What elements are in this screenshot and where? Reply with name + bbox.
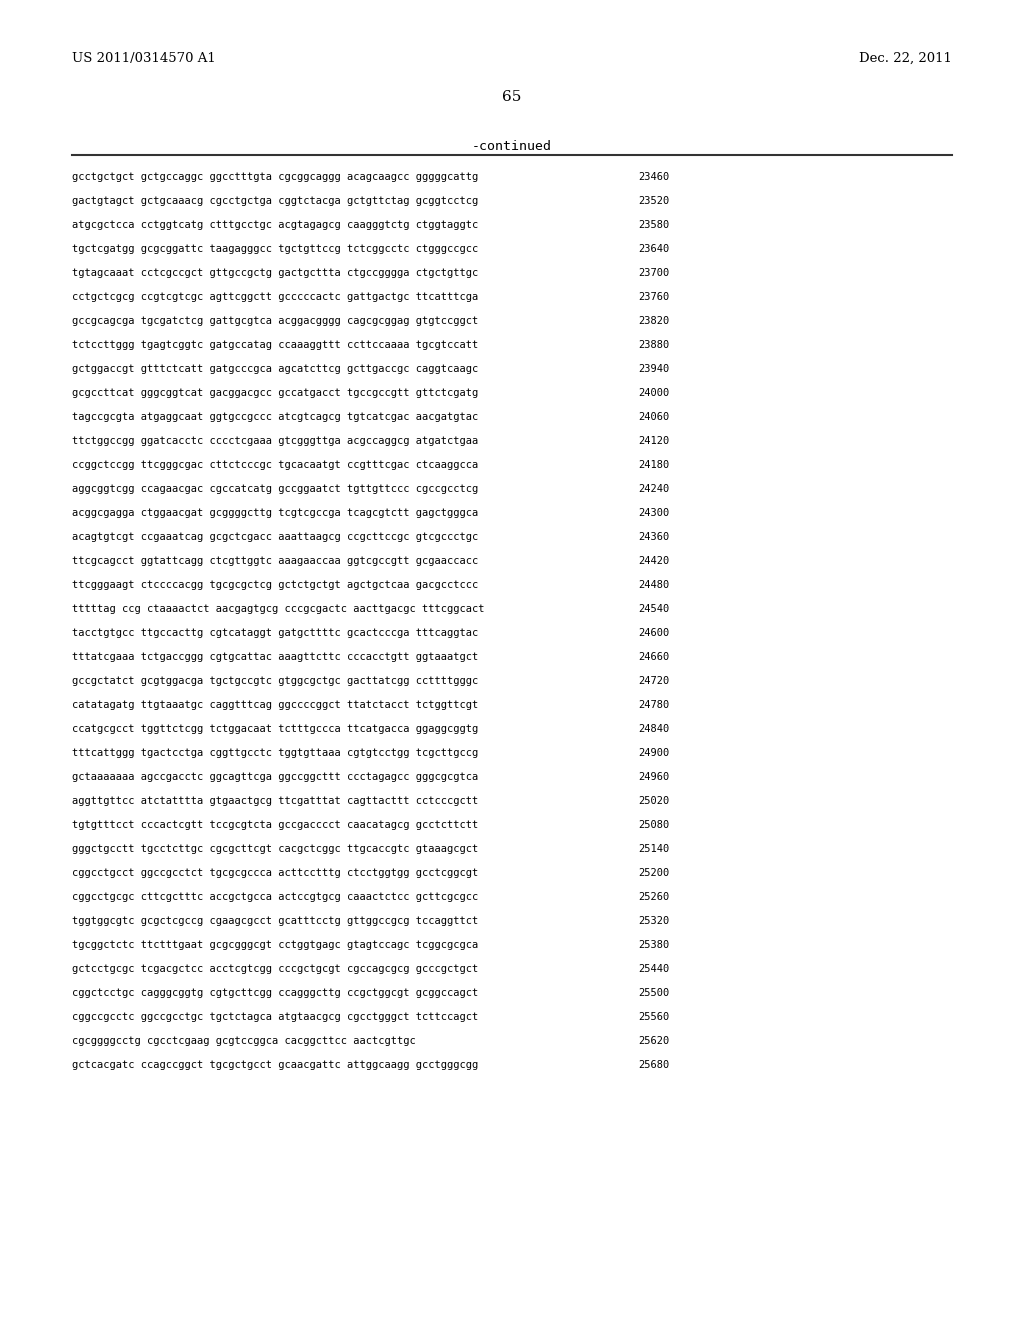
Text: 23460: 23460 (638, 172, 670, 182)
Text: 24780: 24780 (638, 700, 670, 710)
Text: gggctgcctt tgcctcttgc cgcgcttcgt cacgctcggc ttgcaccgtc gtaaagcgct: gggctgcctt tgcctcttgc cgcgcttcgt cacgctc… (72, 843, 478, 854)
Text: 24060: 24060 (638, 412, 670, 422)
Text: 65: 65 (503, 90, 521, 104)
Text: 25500: 25500 (638, 987, 670, 998)
Text: tggtggcgtc gcgctcgccg cgaagcgcct gcatttcctg gttggccgcg tccaggttct: tggtggcgtc gcgctcgccg cgaagcgcct gcatttc… (72, 916, 478, 927)
Text: tctccttggg tgagtcggtc gatgccatag ccaaaggttt ccttccaaaa tgcgtccatt: tctccttggg tgagtcggtc gatgccatag ccaaagg… (72, 341, 478, 350)
Text: 24120: 24120 (638, 436, 670, 446)
Text: ccggctccgg ttcgggcgac cttctcccgc tgcacaatgt ccgtttcgac ctcaaggcca: ccggctccgg ttcgggcgac cttctcccgc tgcacaa… (72, 459, 478, 470)
Text: 24240: 24240 (638, 484, 670, 494)
Text: gctaaaaaaa agccgacctc ggcagttcga ggccggcttt ccctagagcc gggcgcgtca: gctaaaaaaa agccgacctc ggcagttcga ggccggc… (72, 772, 478, 781)
Text: tacctgtgcc ttgccacttg cgtcataggt gatgcttttc gcactcccga tttcaggtac: tacctgtgcc ttgccacttg cgtcataggt gatgctt… (72, 628, 478, 638)
Text: 25260: 25260 (638, 892, 670, 902)
Text: 24960: 24960 (638, 772, 670, 781)
Text: 25440: 25440 (638, 964, 670, 974)
Text: 23580: 23580 (638, 220, 670, 230)
Text: 24720: 24720 (638, 676, 670, 686)
Text: aggttgttcc atctatttta gtgaactgcg ttcgatttat cagttacttt cctcccgctt: aggttgttcc atctatttta gtgaactgcg ttcgatt… (72, 796, 478, 807)
Text: 25320: 25320 (638, 916, 670, 927)
Text: Dec. 22, 2011: Dec. 22, 2011 (859, 51, 952, 65)
Text: tttcattggg tgactcctga cggttgcctc tggtgttaaa cgtgtcctgg tcgcttgccg: tttcattggg tgactcctga cggttgcctc tggtgtt… (72, 748, 478, 758)
Text: cggcctgcgc cttcgctttc accgctgcca actccgtgcg caaactctcc gcttcgcgcc: cggcctgcgc cttcgctttc accgctgcca actccgt… (72, 892, 478, 902)
Text: tagccgcgta atgaggcaat ggtgccgccc atcgtcagcg tgtcatcgac aacgatgtac: tagccgcgta atgaggcaat ggtgccgccc atcgtca… (72, 412, 478, 422)
Text: gccgctatct gcgtggacga tgctgccgtc gtggcgctgc gacttatcgg ccttttgggc: gccgctatct gcgtggacga tgctgccgtc gtggcgc… (72, 676, 478, 686)
Text: 24420: 24420 (638, 556, 670, 566)
Text: gactgtagct gctgcaaacg cgcctgctga cggtctacga gctgttctag gcggtcctcg: gactgtagct gctgcaaacg cgcctgctga cggtcta… (72, 195, 478, 206)
Text: acggcgagga ctggaacgat gcggggcttg tcgtcgccga tcagcgtctt gagctgggca: acggcgagga ctggaacgat gcggggcttg tcgtcgc… (72, 508, 478, 517)
Text: US 2011/0314570 A1: US 2011/0314570 A1 (72, 51, 216, 65)
Text: cgcggggcctg cgcctcgaag gcgtccggca cacggcttcc aactcgttgc: cgcggggcctg cgcctcgaag gcgtccggca cacggc… (72, 1036, 416, 1045)
Text: 23760: 23760 (638, 292, 670, 302)
Text: tttttag ccg ctaaaactct aacgagtgcg cccgcgactc aacttgacgc tttcggcact: tttttag ccg ctaaaactct aacgagtgcg cccgcg… (72, 605, 484, 614)
Text: 24480: 24480 (638, 579, 670, 590)
Text: 24360: 24360 (638, 532, 670, 543)
Text: 23940: 23940 (638, 364, 670, 374)
Text: catatagatg ttgtaaatgc caggtttcag ggccccggct ttatctacct tctggttcgt: catatagatg ttgtaaatgc caggtttcag ggccccg… (72, 700, 478, 710)
Text: gctggaccgt gtttctcatt gatgcccgca agcatcttcg gcttgaccgc caggtcaagc: gctggaccgt gtttctcatt gatgcccgca agcatct… (72, 364, 478, 374)
Text: 23820: 23820 (638, 315, 670, 326)
Text: 24180: 24180 (638, 459, 670, 470)
Text: 25680: 25680 (638, 1060, 670, 1071)
Text: gcctgctgct gctgccaggc ggcctttgta cgcggcaggg acagcaagcc gggggcattg: gcctgctgct gctgccaggc ggcctttgta cgcggca… (72, 172, 478, 182)
Text: 23640: 23640 (638, 244, 670, 253)
Text: atgcgctcca cctggtcatg ctttgcctgc acgtagagcg caagggtctg ctggtaggtc: atgcgctcca cctggtcatg ctttgcctgc acgtaga… (72, 220, 478, 230)
Text: ttcgcagcct ggtattcagg ctcgttggtc aaagaaccaa ggtcgccgtt gcgaaccacc: ttcgcagcct ggtattcagg ctcgttggtc aaagaac… (72, 556, 478, 566)
Text: 23700: 23700 (638, 268, 670, 279)
Text: ttcgggaagt ctccccacgg tgcgcgctcg gctctgctgt agctgctcaa gacgcctccc: ttcgggaagt ctccccacgg tgcgcgctcg gctctgc… (72, 579, 478, 590)
Text: tgtagcaaat cctcgccgct gttgccgctg gactgcttta ctgccgggga ctgctgttgc: tgtagcaaat cctcgccgct gttgccgctg gactgct… (72, 268, 478, 279)
Text: cggccgcctc ggccgcctgc tgctctagca atgtaacgcg cgcctgggct tcttccagct: cggccgcctc ggccgcctgc tgctctagca atgtaac… (72, 1012, 478, 1022)
Text: 23880: 23880 (638, 341, 670, 350)
Text: tttatcgaaa tctgaccggg cgtgcattac aaagttcttc cccacctgtt ggtaaatgct: tttatcgaaa tctgaccggg cgtgcattac aaagttc… (72, 652, 478, 663)
Text: aggcggtcgg ccagaacgac cgccatcatg gccggaatct tgttgttccc cgccgcctcg: aggcggtcgg ccagaacgac cgccatcatg gccggaa… (72, 484, 478, 494)
Text: 25080: 25080 (638, 820, 670, 830)
Text: gcgccttcat gggcggtcat gacggacgcc gccatgacct tgccgccgtt gttctcgatg: gcgccttcat gggcggtcat gacggacgcc gccatga… (72, 388, 478, 399)
Text: 24540: 24540 (638, 605, 670, 614)
Text: 25620: 25620 (638, 1036, 670, 1045)
Text: 24900: 24900 (638, 748, 670, 758)
Text: cggcctgcct ggccgcctct tgcgcgccca acttcctttg ctcctggtgg gcctcggcgt: cggcctgcct ggccgcctct tgcgcgccca acttcct… (72, 869, 478, 878)
Text: gctcctgcgc tcgacgctcc acctcgtcgg cccgctgcgt cgccagcgcg gcccgctgct: gctcctgcgc tcgacgctcc acctcgtcgg cccgctg… (72, 964, 478, 974)
Text: 24600: 24600 (638, 628, 670, 638)
Text: 24300: 24300 (638, 508, 670, 517)
Text: acagtgtcgt ccgaaatcag gcgctcgacc aaattaagcg ccgcttccgc gtcgccctgc: acagtgtcgt ccgaaatcag gcgctcgacc aaattaa… (72, 532, 478, 543)
Text: cggctcctgc cagggcggtg cgtgcttcgg ccagggcttg ccgctggcgt gcggccagct: cggctcctgc cagggcggtg cgtgcttcgg ccagggc… (72, 987, 478, 998)
Text: 25020: 25020 (638, 796, 670, 807)
Text: gctcacgatc ccagccggct tgcgctgcct gcaacgattc attggcaagg gcctgggcgg: gctcacgatc ccagccggct tgcgctgcct gcaacga… (72, 1060, 478, 1071)
Text: cctgctcgcg ccgtcgtcgc agttcggctt gcccccactc gattgactgc ttcatttcga: cctgctcgcg ccgtcgtcgc agttcggctt gccccca… (72, 292, 478, 302)
Text: 24660: 24660 (638, 652, 670, 663)
Text: gccgcagcga tgcgatctcg gattgcgtca acggacgggg cagcgcggag gtgtccggct: gccgcagcga tgcgatctcg gattgcgtca acggacg… (72, 315, 478, 326)
Text: -continued: -continued (472, 140, 552, 153)
Text: 25200: 25200 (638, 869, 670, 878)
Text: tgctcgatgg gcgcggattc taagagggcc tgctgttccg tctcggcctc ctgggccgcc: tgctcgatgg gcgcggattc taagagggcc tgctgtt… (72, 244, 478, 253)
Text: tgcggctctc ttctttgaat gcgcgggcgt cctggtgagc gtagtccagc tcggcgcgca: tgcggctctc ttctttgaat gcgcgggcgt cctggtg… (72, 940, 478, 950)
Text: 25560: 25560 (638, 1012, 670, 1022)
Text: 24000: 24000 (638, 388, 670, 399)
Text: 25140: 25140 (638, 843, 670, 854)
Text: ttctggccgg ggatcacctc cccctcgaaa gtcgggttga acgccaggcg atgatctgaa: ttctggccgg ggatcacctc cccctcgaaa gtcgggt… (72, 436, 478, 446)
Text: 23520: 23520 (638, 195, 670, 206)
Text: 25380: 25380 (638, 940, 670, 950)
Text: tgtgtttcct cccactcgtt tccgcgtcta gccgacccct caacatagcg gcctcttctt: tgtgtttcct cccactcgtt tccgcgtcta gccgacc… (72, 820, 478, 830)
Text: ccatgcgcct tggttctcgg tctggacaat tctttgccca ttcatgacca ggaggcggtg: ccatgcgcct tggttctcgg tctggacaat tctttgc… (72, 723, 478, 734)
Text: 24840: 24840 (638, 723, 670, 734)
